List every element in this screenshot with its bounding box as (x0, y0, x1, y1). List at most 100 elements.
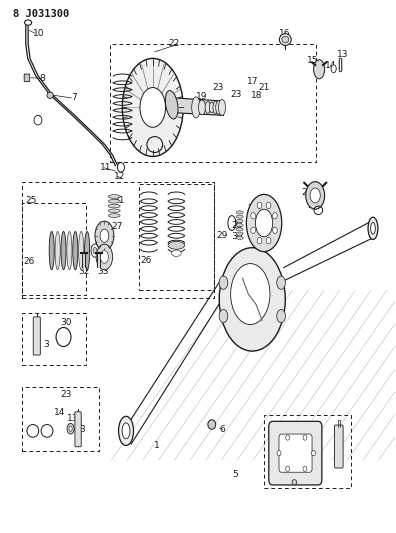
Ellipse shape (96, 244, 113, 270)
FancyBboxPatch shape (75, 412, 81, 447)
Ellipse shape (213, 101, 219, 114)
Text: 28: 28 (232, 221, 243, 230)
Ellipse shape (67, 423, 74, 434)
Ellipse shape (310, 188, 320, 203)
Text: 7: 7 (71, 93, 77, 102)
Circle shape (277, 450, 281, 456)
Text: 27: 27 (112, 222, 123, 231)
Ellipse shape (100, 229, 109, 243)
Ellipse shape (280, 34, 291, 45)
Ellipse shape (192, 97, 200, 118)
Text: 24: 24 (248, 204, 259, 213)
Circle shape (257, 202, 262, 208)
Text: 22: 22 (169, 39, 180, 49)
Text: 29: 29 (216, 231, 227, 240)
Ellipse shape (85, 231, 89, 270)
Ellipse shape (236, 236, 243, 239)
Ellipse shape (117, 163, 124, 172)
Text: 16: 16 (279, 29, 290, 38)
Circle shape (272, 213, 277, 219)
Text: 19: 19 (196, 92, 208, 101)
Text: 5: 5 (232, 471, 238, 479)
Ellipse shape (49, 231, 54, 270)
Ellipse shape (292, 480, 297, 485)
Ellipse shape (91, 244, 99, 257)
Text: 8: 8 (40, 74, 46, 83)
Ellipse shape (122, 59, 183, 157)
Ellipse shape (236, 211, 243, 214)
Text: 23: 23 (61, 390, 72, 399)
Ellipse shape (205, 102, 211, 114)
Ellipse shape (47, 92, 53, 99)
Text: 13: 13 (67, 414, 79, 423)
Ellipse shape (34, 115, 42, 125)
Circle shape (312, 450, 316, 456)
Ellipse shape (219, 248, 285, 351)
Ellipse shape (208, 419, 216, 429)
Text: 9: 9 (36, 115, 42, 124)
Ellipse shape (93, 247, 97, 254)
Ellipse shape (236, 219, 243, 222)
Text: 26: 26 (23, 257, 34, 265)
Text: 23: 23 (212, 83, 223, 92)
Text: 1: 1 (154, 441, 160, 450)
Ellipse shape (236, 215, 243, 218)
Ellipse shape (101, 251, 109, 263)
Ellipse shape (230, 264, 270, 325)
Text: 31: 31 (84, 246, 95, 255)
Ellipse shape (306, 182, 325, 209)
Text: 30: 30 (307, 201, 319, 210)
Ellipse shape (255, 209, 273, 237)
Circle shape (272, 227, 277, 233)
Ellipse shape (282, 36, 289, 43)
Ellipse shape (236, 228, 243, 231)
Text: 29: 29 (302, 188, 313, 197)
Ellipse shape (109, 195, 120, 198)
Text: 31: 31 (114, 196, 125, 205)
Text: 18: 18 (251, 91, 263, 100)
Text: 3: 3 (337, 449, 343, 458)
FancyBboxPatch shape (24, 74, 30, 82)
Text: 4: 4 (281, 468, 287, 477)
Circle shape (266, 238, 271, 244)
Text: 14: 14 (325, 61, 337, 69)
Ellipse shape (171, 250, 181, 256)
Circle shape (286, 435, 289, 440)
Ellipse shape (236, 232, 243, 235)
Text: 15: 15 (307, 56, 318, 65)
Circle shape (303, 435, 307, 440)
Ellipse shape (165, 91, 178, 119)
Ellipse shape (331, 64, 336, 72)
Ellipse shape (25, 20, 32, 25)
Ellipse shape (371, 222, 375, 234)
Circle shape (251, 213, 255, 219)
Ellipse shape (219, 276, 228, 289)
Text: 13: 13 (337, 50, 348, 59)
FancyBboxPatch shape (269, 421, 322, 485)
Text: 33: 33 (97, 268, 109, 276)
FancyBboxPatch shape (33, 317, 40, 355)
Text: 11: 11 (100, 164, 111, 172)
Circle shape (266, 202, 271, 208)
Circle shape (303, 466, 307, 471)
Ellipse shape (216, 101, 222, 114)
Ellipse shape (79, 231, 84, 270)
Ellipse shape (109, 209, 120, 213)
Text: 32: 32 (78, 268, 89, 276)
Text: 17: 17 (247, 77, 258, 86)
Ellipse shape (219, 310, 228, 322)
FancyBboxPatch shape (335, 425, 343, 468)
Ellipse shape (246, 195, 282, 252)
FancyBboxPatch shape (279, 434, 312, 472)
Text: 3: 3 (44, 341, 50, 350)
Ellipse shape (122, 423, 130, 439)
Polygon shape (174, 98, 224, 115)
Text: 2: 2 (238, 304, 244, 313)
Circle shape (257, 238, 262, 244)
Text: 23: 23 (231, 90, 242, 99)
Text: 10: 10 (33, 29, 44, 38)
Ellipse shape (118, 416, 133, 446)
Ellipse shape (314, 60, 325, 79)
Ellipse shape (95, 221, 114, 251)
Text: 3: 3 (79, 425, 85, 434)
